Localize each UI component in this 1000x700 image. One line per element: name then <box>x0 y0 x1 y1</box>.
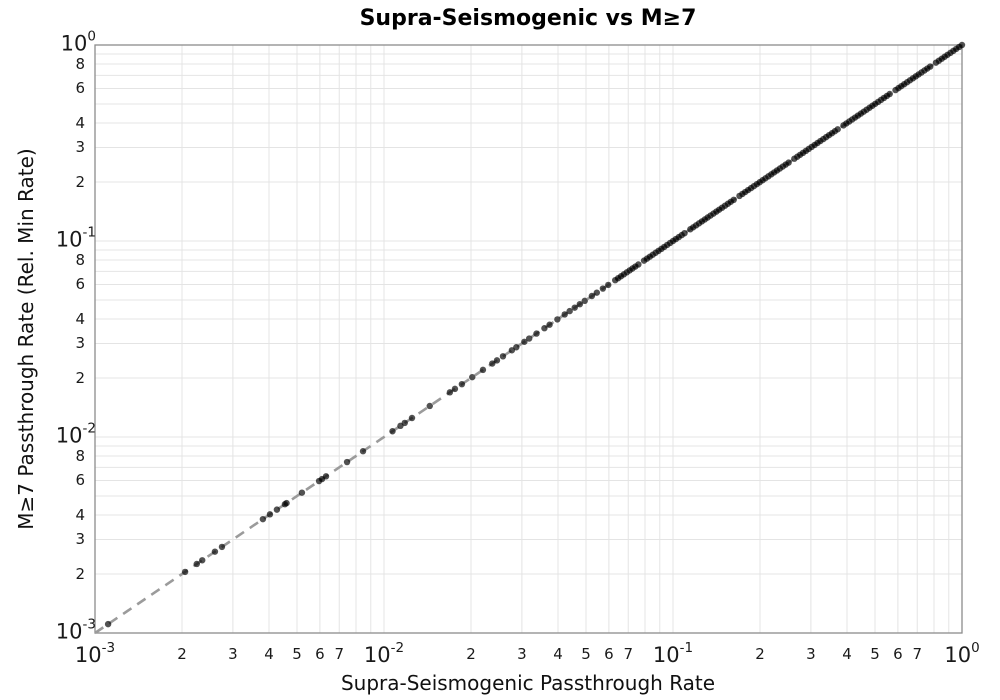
x-minor-tick-label: 2 <box>177 645 187 663</box>
y-minor-tick-label: 2 <box>75 368 85 387</box>
y-minor-tick-label: 8 <box>75 446 85 465</box>
scatter-point <box>283 499 290 507</box>
scatter-point <box>566 307 573 315</box>
y-major-tick-label: 10-3 <box>55 616 96 644</box>
scatter-point <box>541 325 548 332</box>
x-minor-tick-label: 5 <box>292 645 302 663</box>
x-minor-tick-label: 2 <box>755 645 765 663</box>
scatter-point <box>389 428 396 435</box>
x-axis-title: Supra-Seismogenic Passthrough Rate <box>340 671 716 695</box>
scatter-point <box>513 344 520 351</box>
scatter-point <box>181 568 189 576</box>
scatter-point <box>554 316 561 323</box>
y-major-tick-label: 10-1 <box>55 224 96 252</box>
scatter-point <box>458 380 466 388</box>
x-minor-tick-label: 6 <box>893 645 903 663</box>
scatter-point <box>359 448 367 455</box>
scatter-point <box>561 311 568 318</box>
scatter-point <box>322 473 330 480</box>
scatter-point <box>199 557 206 564</box>
scatter-point <box>521 338 528 345</box>
scatter-point <box>401 419 408 427</box>
scatter-point <box>605 281 612 289</box>
scatter-point <box>958 41 966 49</box>
x-minor-tick-label: 3 <box>806 645 816 663</box>
x-minor-tick-label: 5 <box>581 645 591 663</box>
scatter-point <box>635 261 642 268</box>
x-major-tick-label: 10-3 <box>74 640 116 667</box>
y-minor-tick-label: 3 <box>75 530 85 549</box>
x-minor-tick-label: 2 <box>466 645 476 663</box>
plot-border <box>94 44 963 634</box>
x-major-tick-label: 100 <box>944 640 980 667</box>
y-major-tick-label: 10-2 <box>55 420 96 448</box>
scatter-point <box>886 90 893 98</box>
scatter-point <box>343 458 351 466</box>
scatter-point <box>408 414 416 422</box>
x-minor-tick-label: 7 <box>912 645 922 663</box>
scatter-point <box>259 515 267 523</box>
scatter-point <box>576 300 584 308</box>
y-axis-title: M≥7 Passthrough Rate (Rel. Min Rate) <box>14 148 38 530</box>
scatter-point <box>426 402 433 410</box>
x-minor-tick-label: 5 <box>870 645 880 663</box>
scatter-point <box>927 63 934 70</box>
y-minor-tick-label: 8 <box>75 54 85 73</box>
scatter-point <box>479 366 487 374</box>
x-minor-tick-label: 4 <box>553 645 563 663</box>
y-minor-tick-label: 4 <box>75 113 85 132</box>
x-major-tick-label: 10-1 <box>652 640 694 667</box>
x-minor-tick-label: 7 <box>623 645 633 663</box>
y-major-tick-label: 100 <box>60 28 96 56</box>
y-minor-tick-label: 8 <box>75 250 85 269</box>
scatter-point <box>571 304 578 311</box>
scatter-point <box>211 548 219 555</box>
scatter-point <box>526 335 533 342</box>
scatter-point <box>273 506 281 513</box>
y-minor-tick-label: 6 <box>75 79 85 98</box>
x-minor-tick-label: 4 <box>264 645 274 663</box>
scatter-point <box>785 159 792 166</box>
scatter-point <box>588 292 596 300</box>
y-minor-tick-label: 6 <box>75 275 85 294</box>
scatter-point <box>581 297 588 305</box>
scatter-point <box>730 196 737 204</box>
y-minor-tick-label: 4 <box>75 505 85 524</box>
scatter-point <box>193 560 200 568</box>
x-minor-tick-label: 6 <box>604 645 614 663</box>
chart-title: Supra-Seismogenic vs M≥7 <box>359 6 697 31</box>
scatter-point <box>546 321 553 328</box>
scatter-point <box>298 489 306 496</box>
y-minor-tick-label: 4 <box>75 309 85 328</box>
x-major-tick-label: 10-2 <box>363 640 405 667</box>
y-minor-tick-label: 6 <box>75 471 85 490</box>
x-minor-tick-label: 7 <box>334 645 344 663</box>
y-minor-tick-label: 2 <box>75 564 85 583</box>
scatter-point <box>599 285 607 292</box>
scatter-point <box>489 360 496 367</box>
scatter-point <box>446 389 454 396</box>
y-minor-tick-label: 2 <box>75 172 85 191</box>
scatter-point <box>218 543 226 551</box>
scatter-point <box>834 126 841 133</box>
x-minor-tick-label: 3 <box>517 645 527 663</box>
scatter-point <box>451 385 459 393</box>
scatter-point <box>493 357 501 364</box>
y-minor-tick-label: 3 <box>75 334 85 353</box>
scatter-point <box>104 620 112 628</box>
scatter-point <box>593 289 601 296</box>
x-minor-tick-label: 6 <box>315 645 325 663</box>
x-minor-tick-label: 3 <box>228 645 238 663</box>
scatter-point <box>533 330 540 337</box>
y-minor-tick-label: 3 <box>75 138 85 157</box>
scatter-point <box>499 353 507 360</box>
x-minor-tick-label: 4 <box>842 645 852 663</box>
scatter-point <box>266 511 274 518</box>
scatter-point <box>681 229 688 237</box>
scatter-point <box>469 373 476 381</box>
